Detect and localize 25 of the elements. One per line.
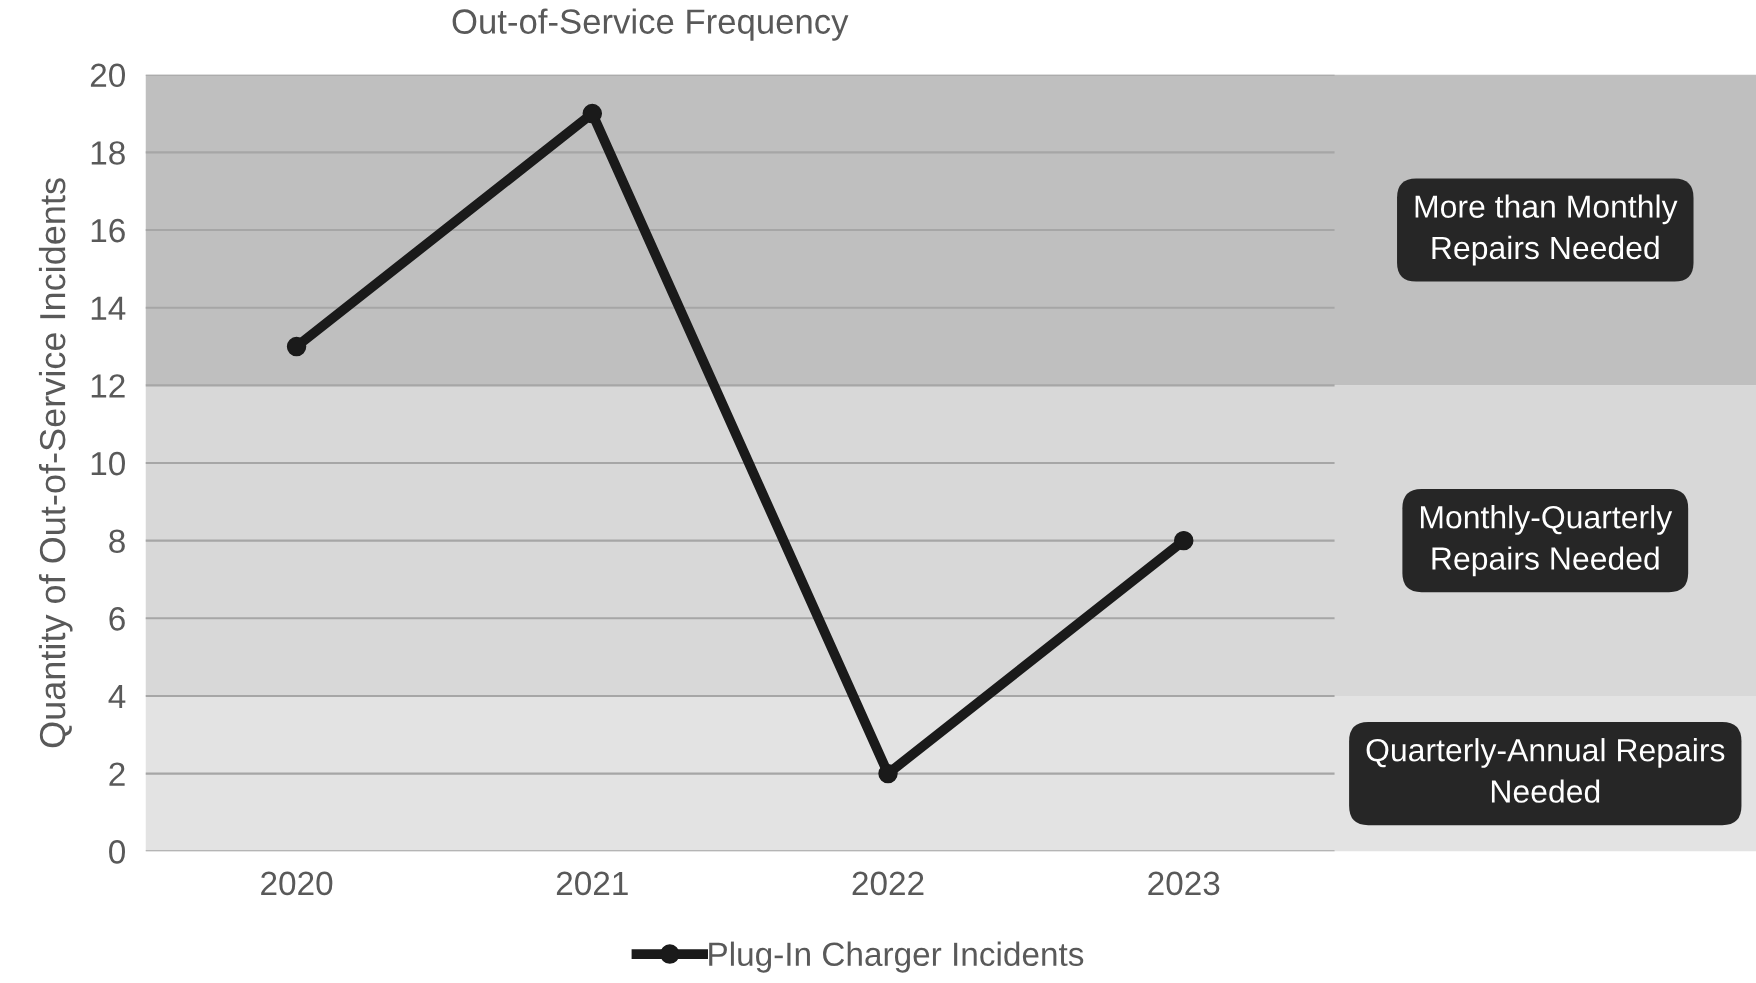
y-tick-label: 6 bbox=[109, 607, 125, 631]
band-label: More than Monthly Repairs Needed bbox=[1415, 194, 1678, 266]
point bbox=[1174, 530, 1194, 551]
y-tick-label: 16 bbox=[91, 218, 125, 243]
x-tick-label: 2020 bbox=[261, 871, 333, 896]
chart-title: Out-of-Service Frequency bbox=[452, 8, 849, 41]
y-tick-label: 0 bbox=[109, 840, 125, 864]
y-tick-label: 12 bbox=[91, 374, 125, 398]
y-tick-label: 4 bbox=[108, 685, 126, 709]
point bbox=[286, 336, 307, 357]
legend-label: Plug-In Charger Incidents bbox=[709, 941, 1084, 973]
y-tick-label: 10 bbox=[91, 451, 125, 476]
y-axis-title: Quantity of Out-of-Service Incidents bbox=[38, 178, 73, 748]
y-tick-label: 14 bbox=[91, 296, 126, 320]
band-label: Monthly-Quarterly Repairs Needed bbox=[1420, 505, 1673, 577]
y-tick-label: 20 bbox=[90, 63, 125, 88]
y-tick-label: 18 bbox=[91, 141, 125, 165]
y-tick-label: 8 bbox=[109, 529, 125, 554]
x-tick-label: 2021 bbox=[556, 871, 628, 896]
point bbox=[878, 763, 898, 784]
point bbox=[582, 103, 603, 124]
band-label: Quarterly-Annual Repairs Needed bbox=[1366, 738, 1725, 803]
x-tick-label: 2022 bbox=[852, 871, 924, 896]
y-tick-label: 2 bbox=[109, 762, 125, 786]
x-tick-label: 2023 bbox=[1148, 871, 1220, 896]
